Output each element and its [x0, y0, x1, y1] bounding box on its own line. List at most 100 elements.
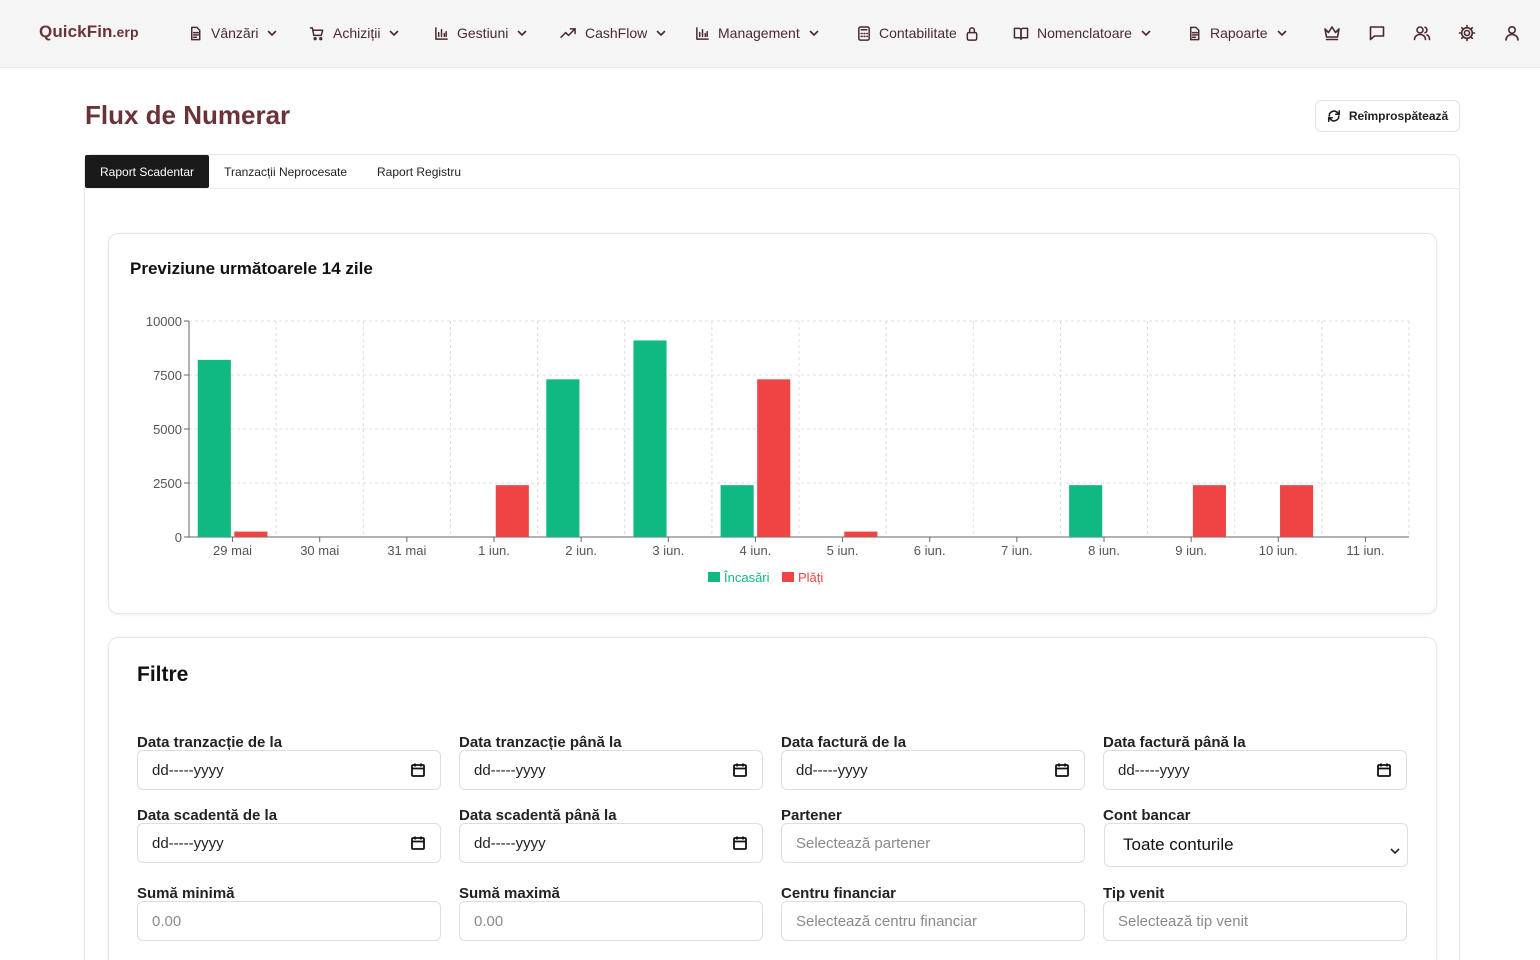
calendar-icon[interactable]: [1377, 763, 1391, 781]
legend-swatch: [708, 572, 720, 582]
tab-tranzactii-neprocesate[interactable]: Tranzacții Neprocesate: [224, 164, 348, 179]
user-icon[interactable]: [1503, 24, 1521, 42]
filter-label: Data scadentă de la: [137, 807, 278, 824]
bar-incasari: [197, 359, 231, 537]
x-tick-label: 2 iun.: [565, 543, 597, 558]
x-tick-label: 7 iun.: [1001, 543, 1033, 558]
chevron-down-icon: [1141, 30, 1151, 36]
nav-nomenclatoare[interactable]: Nomenclatoare: [1013, 22, 1152, 44]
nav-label: Contabilitate: [879, 25, 957, 41]
x-tick-label: 9 iun.: [1175, 543, 1207, 558]
filter-label: Data factură de la: [781, 734, 907, 751]
calculator-icon: [858, 25, 870, 41]
income-type-input[interactable]: Selectează tip venit: [1103, 901, 1407, 941]
legend-swatch: [782, 572, 794, 582]
crown-icon[interactable]: [1323, 24, 1341, 42]
tab-raport-registru[interactable]: Raport Registru: [377, 164, 462, 179]
gear-icon[interactable]: [1458, 24, 1476, 42]
calendar-icon[interactable]: [733, 763, 747, 781]
nav-gestiuni[interactable]: Gestiuni: [434, 22, 528, 44]
tabs-divider: [85, 188, 1459, 189]
nav-label: Vânzări: [211, 25, 259, 41]
chevron-down-icon: [390, 30, 399, 36]
chevron-down-icon: [268, 30, 277, 36]
invoice-date-from-input[interactable]: dd-----yyyy: [781, 750, 1085, 790]
calendar-icon[interactable]: [411, 763, 425, 781]
calendar-icon[interactable]: [733, 836, 747, 854]
filter-label: Sumă maximă: [459, 885, 560, 902]
date-placeholder: dd-----yyyy: [474, 761, 546, 779]
refresh-icon: [1327, 109, 1340, 123]
bank-account-select[interactable]: Toate conturile: [1104, 823, 1408, 867]
tab-raport-scadentar[interactable]: Raport Scadentar: [85, 155, 210, 188]
nav-label: CashFlow: [585, 25, 648, 41]
users-icon[interactable]: [1413, 24, 1431, 42]
bar-plati: [234, 531, 268, 537]
y-tick-label: 0: [175, 530, 182, 545]
nav-rapoarte[interactable]: Rapoarte: [1187, 22, 1288, 44]
bar-plati: [1280, 485, 1314, 537]
y-tick-label: 2500: [153, 476, 182, 491]
bar-incasari: [1069, 485, 1103, 537]
due-date-to-input[interactable]: dd-----yyyy: [459, 823, 763, 863]
filter-label: Cont bancar: [1103, 807, 1191, 824]
chat-icon[interactable]: [1368, 24, 1386, 42]
bar-incasari: [720, 485, 754, 537]
transaction-date-to-input[interactable]: dd-----yyyy: [459, 750, 763, 790]
bar-chart-icon: [696, 26, 709, 40]
min-amount-input[interactable]: 0.00: [137, 901, 441, 941]
app-logo[interactable]: QuickFin.erp: [39, 22, 139, 41]
bank-account-value: Toate conturile: [1123, 835, 1234, 854]
bar-plati: [757, 379, 791, 537]
partner-input[interactable]: Selectează partener: [781, 823, 1085, 863]
x-tick-label: 29 mai: [213, 543, 252, 558]
y-tick-label: 5000: [153, 422, 182, 437]
filters-title: Filtre: [137, 663, 189, 686]
chevron-down-icon: [1277, 30, 1286, 36]
chevron-down-icon: [518, 30, 527, 36]
financial-center-input[interactable]: Selectează centru financiar: [781, 901, 1085, 941]
nav-management[interactable]: Management: [695, 22, 820, 44]
transaction-date-from-input[interactable]: dd-----yyyy: [137, 750, 441, 790]
date-placeholder: dd-----yyyy: [474, 834, 546, 852]
document-icon: [1190, 26, 1200, 40]
report-tabs: Raport Scadentar Tranzacții Neprocesate …: [85, 155, 476, 188]
y-tick-label: 7500: [153, 368, 182, 383]
refresh-button[interactable]: Reîmprospătează: [1315, 100, 1460, 132]
forecast-bar-chart: 0 2500 5000 7500 10000 29 mai 30 mai 31 mai 1 iu…: [146, 314, 1410, 585]
max-amount-input[interactable]: 0.00: [459, 901, 763, 941]
date-placeholder: dd-----yyyy: [152, 761, 224, 779]
due-date-from-input[interactable]: dd-----yyyy: [137, 823, 441, 863]
chart-title: Previziune următoarele 14 zile: [130, 259, 373, 278]
legend-label: Încasări: [723, 570, 770, 585]
x-tick-label: 4 iun.: [740, 543, 772, 558]
nav-label: Rapoarte: [1210, 25, 1268, 41]
invoice-date-to-input[interactable]: dd-----yyyy: [1103, 750, 1407, 790]
calendar-icon[interactable]: [411, 836, 425, 854]
filter-label: Tip venit: [1103, 885, 1165, 902]
x-tick-label: 1 iun.: [478, 543, 510, 558]
date-placeholder: dd-----yyyy: [1118, 761, 1190, 779]
page-title: Flux de Numerar: [85, 100, 291, 130]
date-placeholder: dd-----yyyy: [152, 834, 224, 852]
lock-icon: [966, 26, 978, 41]
filter-label: Data tranzacție de la: [137, 734, 283, 751]
x-tick-label: 30 mai: [300, 543, 339, 558]
document-icon: [191, 26, 201, 40]
nav-cashflow[interactable]: CashFlow: [560, 22, 667, 44]
x-tick-label: 31 mai: [387, 543, 426, 558]
filter-label: Data scadentă până la: [459, 807, 617, 824]
nav-label: Nomenclatoare: [1037, 25, 1132, 41]
bar-incasari: [546, 379, 580, 537]
book-icon: [1013, 27, 1029, 40]
cart-icon: [309, 26, 324, 40]
bar-plati: [844, 531, 878, 537]
y-tick-label: 10000: [146, 314, 182, 329]
filter-label: Data factură până la: [1103, 734, 1246, 751]
nav-contabilitate[interactable]: Contabilitate: [857, 22, 979, 44]
nav-achizitii[interactable]: Achiziții: [309, 22, 400, 44]
chevron-down-icon: [1389, 841, 1401, 861]
calendar-icon[interactable]: [1055, 763, 1069, 781]
nav-vanzari[interactable]: Vânzări: [188, 22, 278, 44]
nav-label: Management: [718, 25, 800, 41]
